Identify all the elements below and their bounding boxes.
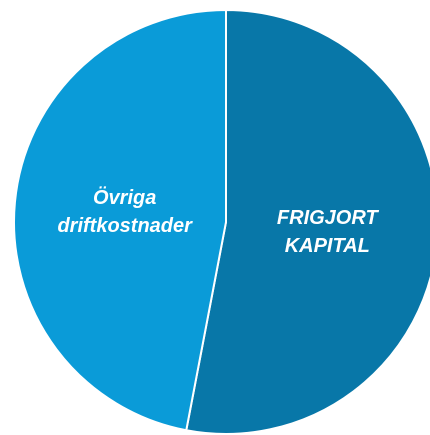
pie-slice	[13, 8, 227, 432]
pie-slice	[185, 8, 430, 435]
slice-label: Övriga driftkostnader	[57, 187, 192, 238]
slice-label: FRIGJORT KAPITAL	[276, 206, 378, 257]
